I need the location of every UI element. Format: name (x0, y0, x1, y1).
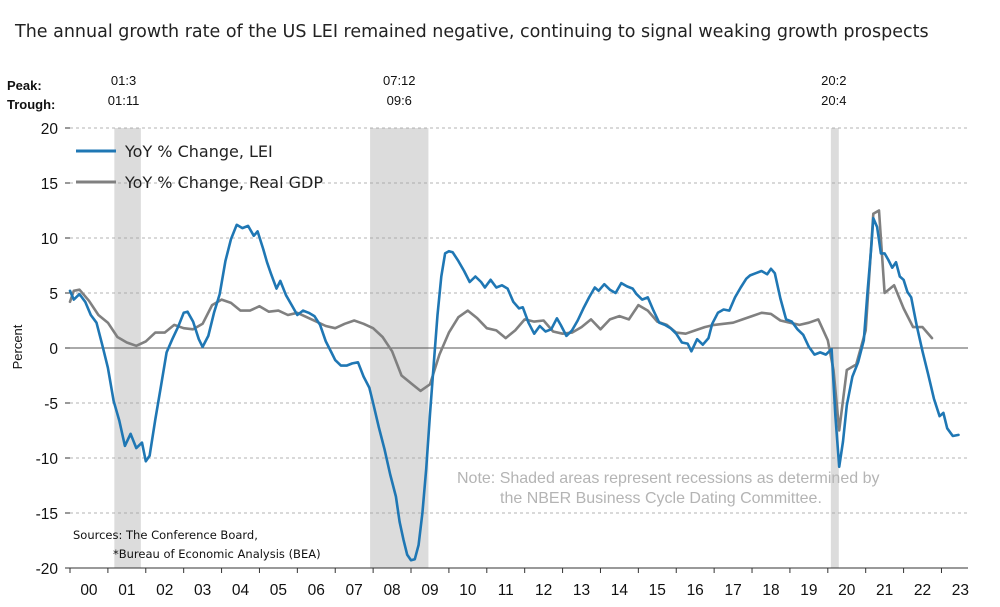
recession-trough-label-2: 20:4 (821, 93, 846, 108)
series-lines (68, 209, 960, 562)
x-tick-label-20: 20 (838, 582, 856, 599)
legend-label-gdp: YoY % Change, Real GDP (124, 173, 323, 192)
recession-peak-label-0: 01:3 (111, 73, 136, 88)
y-axis: 20 15 10 5 0 -5 -10 -15 -20 (36, 121, 70, 578)
x-tick-label-14: 14 (611, 582, 629, 599)
recession-labels: 01:3 01:11 07:12 09:6 20:2 20:4 (108, 73, 847, 108)
recession-peak-label-2: 20:2 (821, 73, 846, 88)
source-line-2: *Bureau of Economic Analysis (BEA) (113, 547, 321, 561)
recession-peak-label-1: 07:12 (383, 73, 416, 88)
y-tick-label-7: -15 (36, 506, 58, 523)
x-tick-label-18: 18 (762, 582, 779, 599)
x-tick-label-19: 19 (800, 582, 817, 599)
x-tick-label-8: 08 (383, 582, 400, 599)
y-tick-label-8: -20 (36, 561, 59, 578)
series-line-lei (68, 216, 960, 562)
x-tick-label-2: 02 (156, 582, 173, 599)
legend: YoY % Change, LEI YoY % Change, Real GDP (76, 142, 323, 192)
x-tick-label-22: 22 (914, 582, 931, 599)
note-line-2: the NBER Business Cycle Dating Committee… (500, 490, 822, 507)
recession-header: Peak: Trough: (7, 78, 55, 112)
y-tick-label-5: -5 (44, 396, 58, 413)
y-tick-label-3: 5 (49, 286, 58, 303)
y-tick-label-0: 20 (41, 121, 59, 138)
x-tick-label-6: 06 (308, 582, 325, 599)
peak-header: Peak: (7, 78, 42, 93)
series-line-gdp (68, 209, 934, 432)
y-axis-label: Percent (10, 324, 25, 369)
y-tick-label-4: 0 (49, 341, 58, 358)
x-axis: 00 01 02 03 04 05 06 07 08 09 10 11 12 13 14 15 16 17 18 19… (69, 567, 969, 599)
note: Note: Shaded areas represent recessions … (457, 470, 879, 507)
x-tick-label-9: 09 (421, 582, 438, 599)
x-tick-label-1: 01 (118, 582, 135, 599)
source-line-1: Sources: The Conference Board, (73, 528, 258, 542)
x-tick-label-17: 17 (724, 582, 741, 599)
x-tick-label-15: 15 (649, 582, 666, 599)
x-tick-label-7: 07 (346, 582, 363, 599)
x-tick-label-13: 13 (573, 582, 590, 599)
x-tick-label-12: 12 (535, 582, 552, 599)
x-tick-label-23: 23 (952, 582, 969, 599)
note-line-1: Note: Shaded areas represent recessions … (457, 470, 879, 487)
legend-label-lei: YoY % Change, LEI (124, 142, 273, 161)
x-tick-label-5: 05 (270, 582, 287, 599)
x-tick-label-0: 00 (80, 582, 98, 599)
x-tick-label-4: 04 (232, 582, 250, 599)
gridlines (70, 127, 968, 514)
y-tick-label-1: 15 (41, 176, 58, 193)
y-tick-label-6: -10 (36, 451, 59, 468)
x-tick-label-11: 11 (498, 582, 514, 599)
x-tick-label-16: 16 (687, 582, 704, 599)
chart-title: The annual growth rate of the US LEI rem… (14, 22, 929, 42)
x-tick-label-3: 03 (194, 582, 211, 599)
recession-trough-label-1: 09:6 (387, 93, 412, 108)
trough-header: Trough: (7, 97, 55, 112)
x-tick-label-21: 21 (876, 582, 893, 599)
x-tick-label-10: 10 (459, 582, 477, 599)
recession-trough-label-0: 01:11 (108, 93, 140, 108)
y-tick-label-2: 10 (41, 231, 59, 248)
sources: Sources: The Conference Board, *Bureau o… (73, 528, 321, 561)
